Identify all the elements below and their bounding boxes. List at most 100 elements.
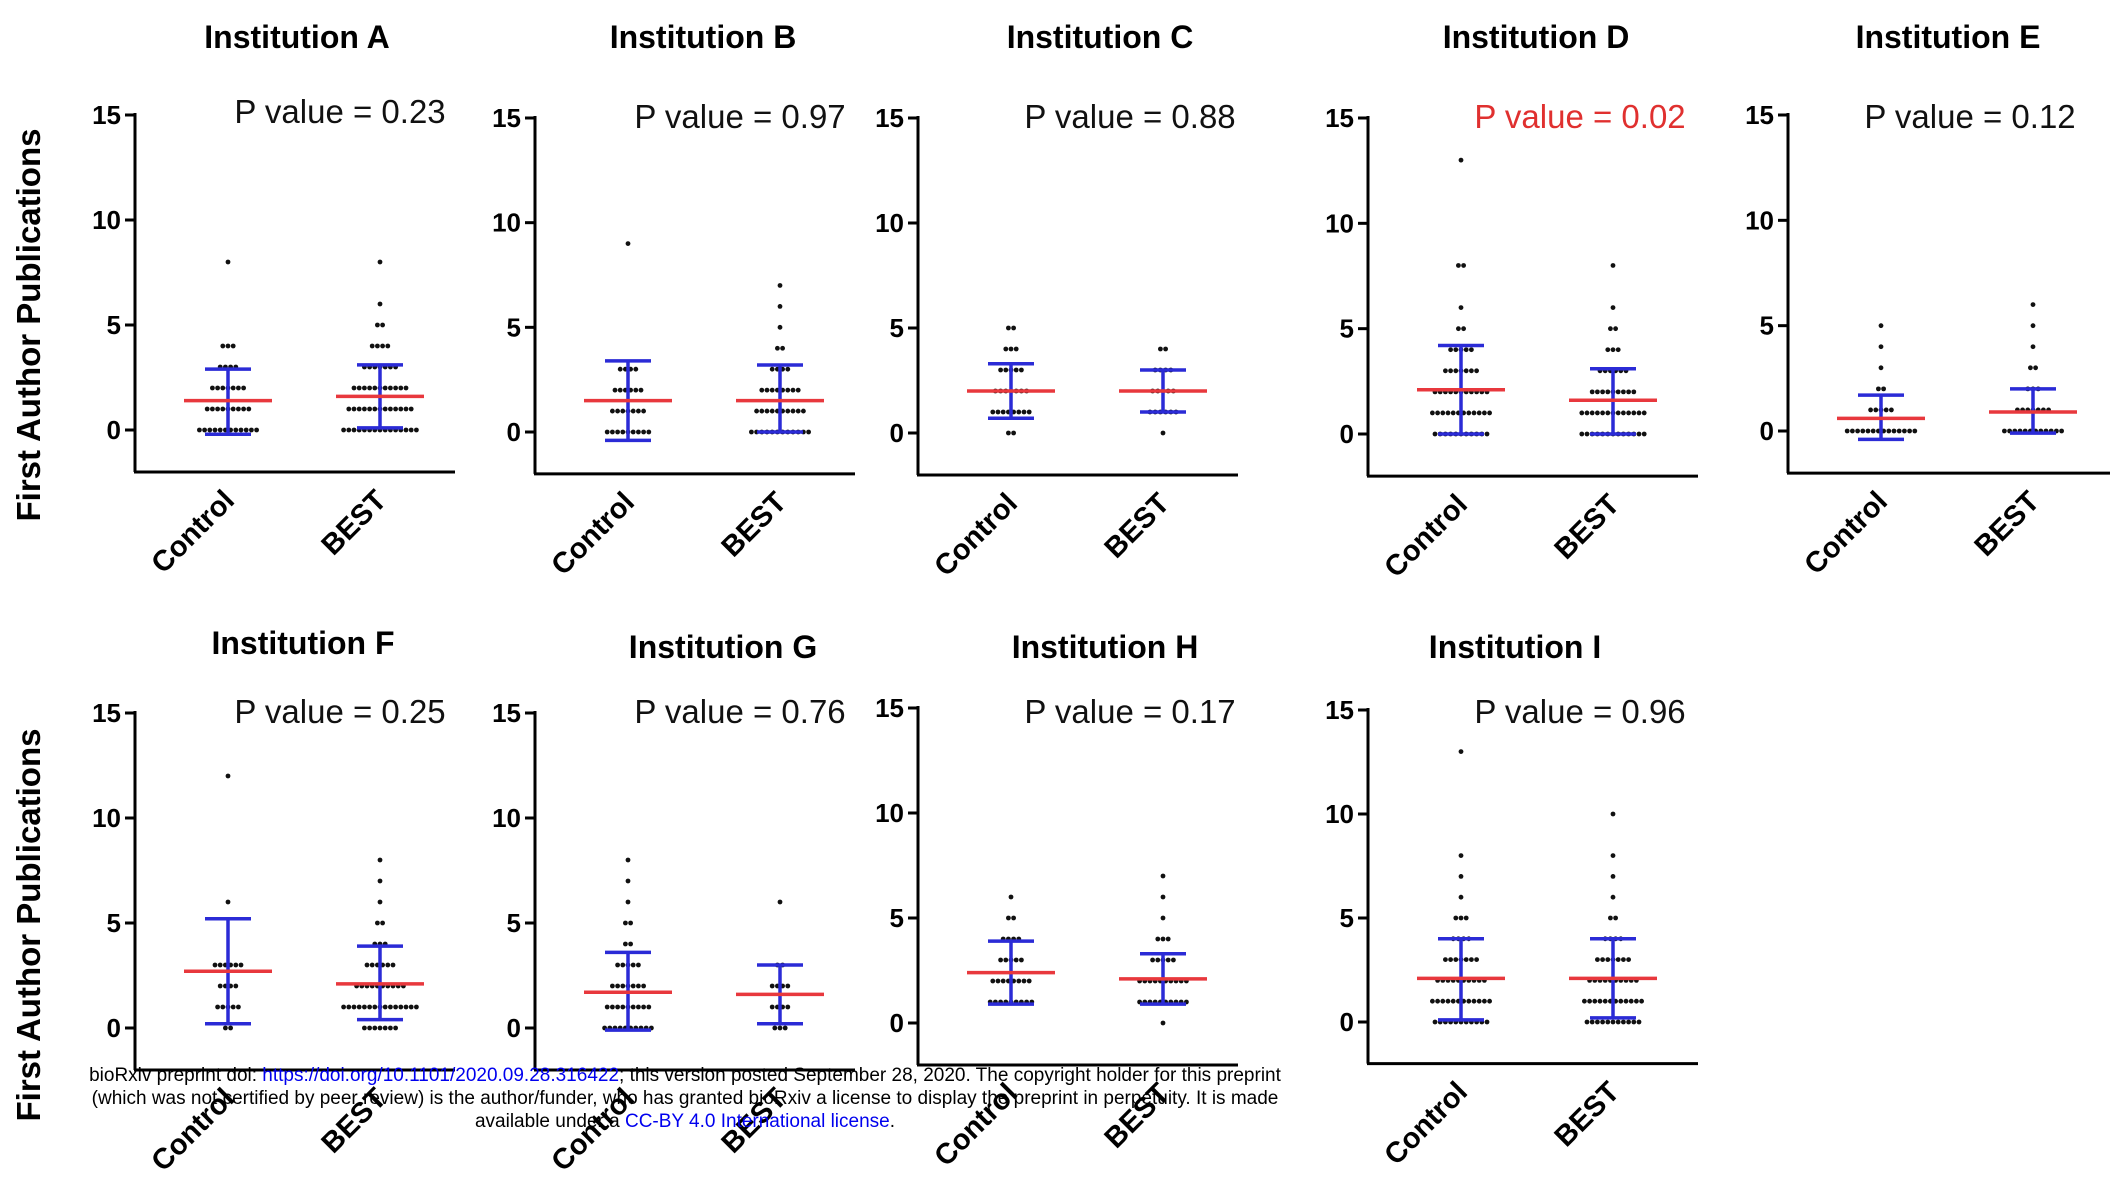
data-point <box>1474 957 1479 962</box>
data-point <box>238 962 244 968</box>
data-point <box>1610 853 1616 858</box>
data-point <box>1621 1019 1626 1025</box>
y-tick-label: 15 <box>1325 103 1354 133</box>
license-link[interactable]: CC-BY 4.0 International license <box>624 1111 890 1132</box>
data-point <box>1003 367 1009 373</box>
data-point <box>1487 410 1492 416</box>
data-point <box>243 427 249 433</box>
data-point <box>233 962 239 968</box>
data-point <box>1019 367 1024 373</box>
y-tick-label: 10 <box>1325 208 1354 238</box>
data-point <box>408 1004 414 1010</box>
data-point <box>1634 998 1639 1004</box>
data-point <box>220 343 226 349</box>
data-point <box>620 983 626 989</box>
category-label: Control <box>545 486 641 582</box>
data-point <box>1582 998 1587 1004</box>
data-point <box>1013 346 1019 352</box>
data-point <box>790 387 796 393</box>
y-tick-label: 15 <box>492 103 521 133</box>
data-point <box>1155 936 1161 942</box>
data-point <box>623 920 628 926</box>
data-point <box>346 1004 352 1010</box>
data-point <box>995 409 1001 415</box>
data-point <box>382 1004 388 1010</box>
data-point <box>1589 389 1595 395</box>
data-point <box>628 920 633 926</box>
data-point <box>1850 428 1855 434</box>
data-point <box>382 385 388 391</box>
data-point <box>1584 431 1590 437</box>
data-point <box>759 408 765 414</box>
data-point <box>375 322 380 328</box>
data-point <box>1461 326 1466 332</box>
data-point <box>249 427 254 433</box>
data-point <box>1160 1020 1166 1026</box>
data-point <box>1626 957 1631 962</box>
data-point <box>1865 428 1871 434</box>
y-tick-label: 0 <box>107 415 121 445</box>
data-point <box>233 427 239 433</box>
data-point <box>775 345 780 351</box>
data-point <box>633 366 639 372</box>
data-point <box>351 427 357 433</box>
data-point <box>625 241 631 247</box>
data-point <box>1605 957 1611 962</box>
data-point <box>790 408 796 414</box>
footer-text: ; this version posted September 28, 2020… <box>619 1065 1281 1086</box>
data-point <box>785 387 791 393</box>
data-point <box>1448 957 1453 962</box>
data-point <box>777 899 783 905</box>
data-point <box>1592 998 1598 1004</box>
y-tick-label: 10 <box>875 208 904 238</box>
data-point <box>1631 1019 1637 1025</box>
data-point <box>1631 389 1637 395</box>
data-point <box>795 408 801 414</box>
data-point <box>1021 978 1027 984</box>
panel-title: Institution D <box>1443 19 1630 55</box>
data-point <box>1430 410 1435 416</box>
data-point <box>1016 409 1022 415</box>
data-point <box>801 408 806 414</box>
data-point <box>254 427 259 433</box>
data-point <box>641 1004 646 1010</box>
p-value-label: P value = 0.96 <box>1474 693 1685 730</box>
data-point <box>212 427 218 433</box>
data-point <box>785 983 791 989</box>
y-tick-label: 0 <box>1340 419 1354 449</box>
data-point <box>1597 998 1603 1004</box>
data-point <box>230 343 236 349</box>
data-point <box>1844 428 1850 434</box>
data-point <box>1165 936 1171 942</box>
data-point <box>382 406 388 412</box>
data-point <box>236 1004 241 1010</box>
y-tick-label: 0 <box>890 1008 904 1038</box>
doi-link[interactable]: https://doi.org/10.1101/2020.09.28.31642… <box>262 1065 620 1086</box>
data-point <box>220 385 226 391</box>
data-point <box>806 429 811 435</box>
data-point <box>220 406 226 412</box>
data-point <box>1008 346 1014 352</box>
data-point <box>367 1004 372 1010</box>
data-point <box>785 366 791 372</box>
data-point <box>1150 957 1155 963</box>
data-point <box>625 899 631 905</box>
category-label: BEST <box>1099 487 1177 565</box>
footer-text: bioRxiv preprint doi: <box>89 1065 263 1086</box>
data-point <box>1160 873 1166 879</box>
data-point <box>1158 346 1163 352</box>
footer-line-2: (which was not certified by peer review)… <box>91 1088 1279 1109</box>
footer-line-1: bioRxiv preprint doi: https://doi.org/10… <box>0 1064 1370 1087</box>
data-point <box>1907 428 1912 434</box>
data-point <box>1626 389 1631 395</box>
data-point <box>217 983 223 989</box>
y-tick-label: 5 <box>1340 314 1354 344</box>
data-point <box>990 409 996 415</box>
data-point <box>1155 957 1161 963</box>
data-point <box>1000 978 1006 984</box>
data-point <box>225 773 231 779</box>
y-tick-label: 15 <box>92 698 121 728</box>
data-point <box>638 387 644 393</box>
data-point <box>236 385 241 391</box>
data-point <box>1595 1019 1600 1025</box>
